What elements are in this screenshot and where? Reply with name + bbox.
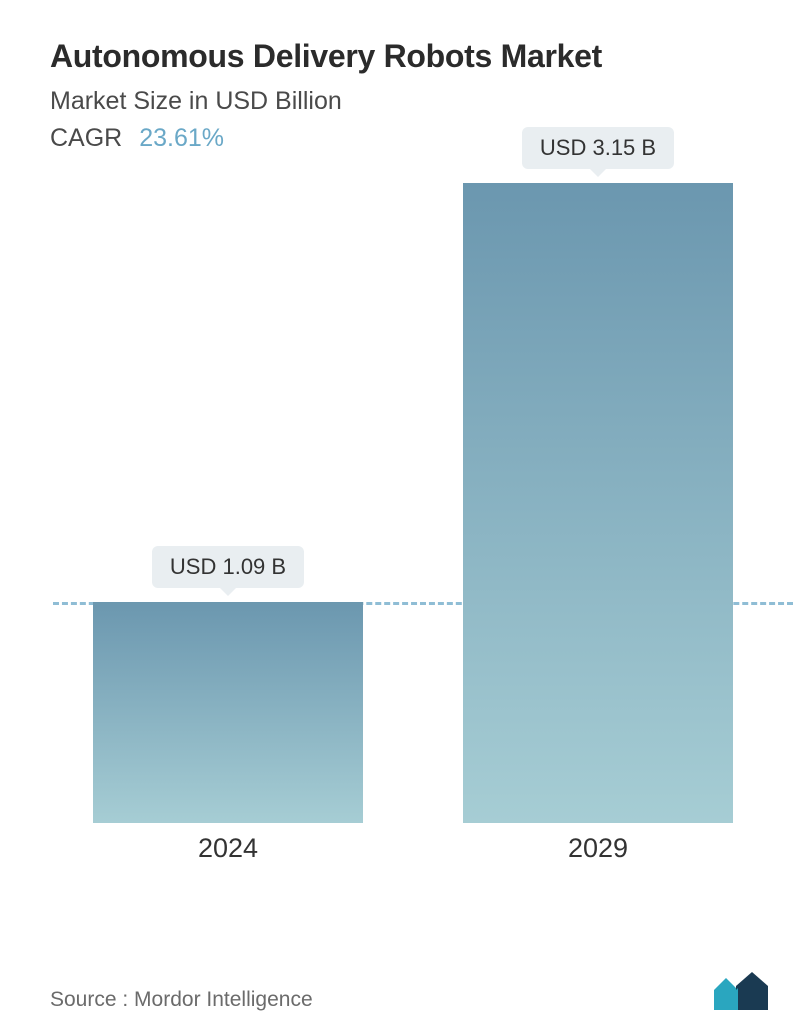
chart-container: Autonomous Delivery Robots Market Market…	[0, 0, 796, 1034]
logo-icon	[712, 972, 772, 1012]
bar-group: USD 3.15 B	[463, 127, 733, 823]
cagr-value: 23.61%	[139, 124, 224, 152]
cagr-label: CAGR	[50, 124, 122, 152]
bar	[463, 183, 733, 823]
chart-plot: USD 1.09 BUSD 3.15 B	[53, 183, 753, 823]
value-badge: USD 1.09 B	[152, 546, 304, 588]
x-axis-labels: 2024 2029	[53, 833, 753, 883]
chart-subtitle: Market Size in USD Billion	[50, 87, 756, 116]
bar-group: USD 1.09 B	[93, 546, 363, 823]
brand-logo	[712, 972, 772, 1012]
bar	[93, 602, 363, 823]
chart-area: USD 1.09 BUSD 3.15 B 2024 2029	[53, 183, 753, 883]
chart-title: Autonomous Delivery Robots Market	[50, 38, 756, 75]
source-text: Source : Mordor Intelligence	[50, 988, 313, 1012]
x-axis-label: 2024	[198, 833, 258, 864]
value-badge: USD 3.15 B	[522, 127, 674, 169]
chart-footer: Source : Mordor Intelligence	[50, 972, 772, 1012]
x-axis-label: 2029	[568, 833, 628, 864]
